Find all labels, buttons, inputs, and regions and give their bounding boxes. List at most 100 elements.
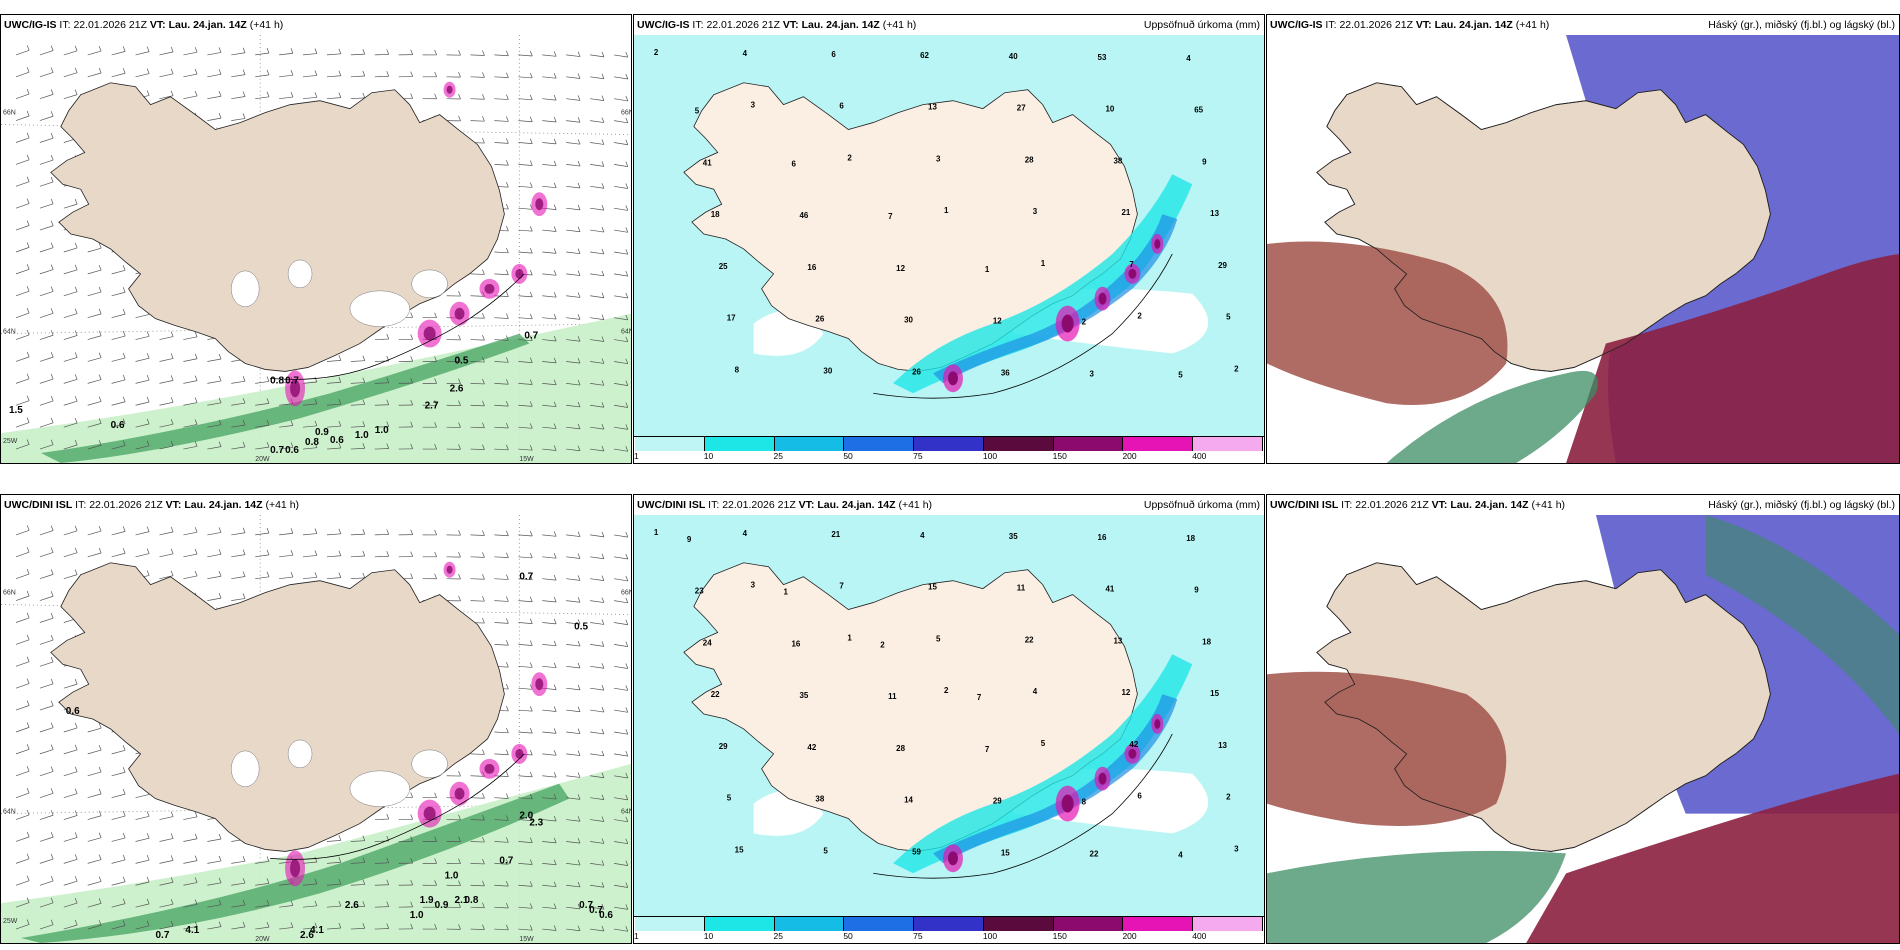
precip-value: 41: [703, 158, 712, 167]
axis-label: 66N: [621, 590, 631, 597]
legend-swatch: [1123, 437, 1194, 451]
wind-barb-flag: [625, 794, 629, 801]
wind-barb-flag: [386, 333, 390, 340]
wind-barb-flag: [553, 618, 557, 625]
wind-barb-flag: [170, 855, 174, 861]
wind-barb: [39, 574, 54, 580]
wind-barb-flag: [625, 380, 629, 386]
cloud-map[interactable]: [1267, 515, 1899, 943]
wind-map[interactable]: 0.6 0.5 0.7 0.6 0.7 2.7 2.6 1.0 1.0 0.6 0.8 0.9 1.5 0…: [1, 35, 631, 463]
precip-map[interactable]: 2 3 2 1 1 2 2 4 6 3 3 7 5 8 6 13 28 21 29 17 30 62 27 38 13 25 26 2…: [634, 35, 1264, 437]
wind-barb-flag: [50, 439, 54, 445]
axis-label: 15W: [519, 456, 534, 463]
wind-barb-flag: [506, 902, 509, 909]
wind-barb: [87, 530, 102, 536]
wind-barb: [590, 863, 604, 866]
wind-barb-flag: [170, 68, 174, 74]
wind-barb: [542, 644, 557, 647]
legend-tick-label: 10: [703, 931, 714, 941]
wind-barb-flag: [458, 378, 461, 384]
wind-barb-flag: [362, 377, 366, 383]
wind-barb: [518, 317, 533, 320]
precip-value: 5: [1178, 370, 1183, 379]
wind-barb-flag: [506, 138, 509, 144]
precip-value: 1: [1041, 259, 1046, 268]
precip-value: 26: [912, 367, 921, 376]
wind-barb-flag: [601, 641, 605, 647]
wind-barb-flag: [266, 398, 270, 404]
low-cloud-brown: [1267, 241, 1508, 405]
wind-barb-flag: [434, 312, 437, 318]
wind-barb-flag: [314, 376, 318, 383]
panel-header: UWC/IG-IS IT: 22.01.2026 21Z VT: Lau. 24…: [634, 15, 1264, 35]
wind-barb-flag: [98, 920, 102, 926]
wind-barb: [15, 159, 30, 165]
axis-label: 64N: [621, 809, 631, 816]
legend-tick-label: 1: [634, 931, 639, 941]
low-cloud-green: [1386, 370, 1598, 463]
wind-barb: [542, 731, 557, 734]
wind-barb-flag: [26, 809, 30, 816]
wind-barb: [494, 600, 509, 602]
wind-barb: [566, 404, 581, 408]
wind-barb-flag: [74, 396, 78, 402]
wind-barb-flag: [26, 897, 30, 903]
cloud-map[interactable]: [1267, 35, 1899, 463]
wind-barb: [231, 96, 246, 100]
wind-barb: [231, 554, 246, 558]
wind-barb-flag: [170, 353, 174, 359]
wind-barb-flag: [386, 443, 390, 449]
wind-barb: [566, 120, 581, 123]
precip-map[interactable]: 1 3 1 2 5 6 3 4 7 5 4 42 2 15 21 15 22 12 13 5 5 4 11 13 15 29 38 5…: [634, 515, 1264, 917]
wind-barb: [542, 556, 557, 559]
wind-barb-flag: [482, 269, 485, 275]
wind-barb-flag: [170, 833, 174, 839]
wind-speed-label: 0.7: [270, 445, 284, 456]
legend-tick-label: 100: [982, 931, 998, 941]
wind-barb-flag: [290, 91, 294, 98]
wind-barb: [15, 617, 30, 623]
wind-barb: [470, 863, 485, 865]
wind-barb-flag: [625, 685, 629, 691]
wind-barb-flag: [122, 265, 126, 271]
wind-barb-flag: [482, 815, 485, 821]
wind-barb-flag: [194, 68, 198, 75]
wind-speed-label: 0.5: [574, 621, 588, 632]
wind-barb: [374, 555, 389, 558]
wind-barb-flag: [553, 684, 557, 690]
wind-barb-flag: [50, 264, 54, 270]
wind-barb-flag: [482, 335, 485, 341]
precip-cell-core: [484, 763, 495, 774]
wind-barb: [63, 313, 78, 319]
wind-barb-flag: [314, 92, 318, 98]
wind-barb: [63, 815, 78, 820]
wind-barb-flag: [410, 858, 414, 864]
wind-barb-flag: [146, 374, 150, 381]
coastline: [1316, 562, 1771, 852]
model-name: UWC/IG-IS: [1270, 19, 1323, 31]
wind-barb: [494, 164, 509, 166]
precip-value: 13: [1218, 741, 1227, 750]
lead-time: (+41 h): [249, 19, 284, 31]
wind-barb-flag: [553, 182, 557, 188]
wind-barb-flag: [170, 419, 174, 425]
wind-barb-flag: [74, 45, 78, 51]
precip-value: 46: [799, 211, 808, 220]
precip-value: 41: [1106, 585, 1115, 594]
wind-barb-flag: [242, 376, 246, 382]
precip-value: 15: [1001, 848, 1010, 857]
wind-barb-flag: [98, 286, 102, 293]
wind-barb: [183, 553, 198, 558]
wind-barb-flag: [506, 618, 509, 624]
wind-barb: [279, 96, 294, 100]
wind-barb-flag: [194, 811, 198, 817]
wind-barb-flag: [458, 356, 461, 362]
wind-barb: [542, 534, 557, 537]
wind-map[interactable]: 0.7 0.5 0.6 0.7 0.7 0.6 2.0 2.3 0.7 1.0 0.9 0.8 1.0 1…: [1, 515, 631, 943]
wind-barb: [87, 247, 102, 253]
wind-barb: [494, 578, 509, 580]
wind-speed-label: 0.6: [285, 445, 299, 456]
wind-barb-flag: [290, 550, 294, 556]
wind-barb-flag: [553, 706, 557, 712]
wind-barb: [231, 402, 246, 406]
